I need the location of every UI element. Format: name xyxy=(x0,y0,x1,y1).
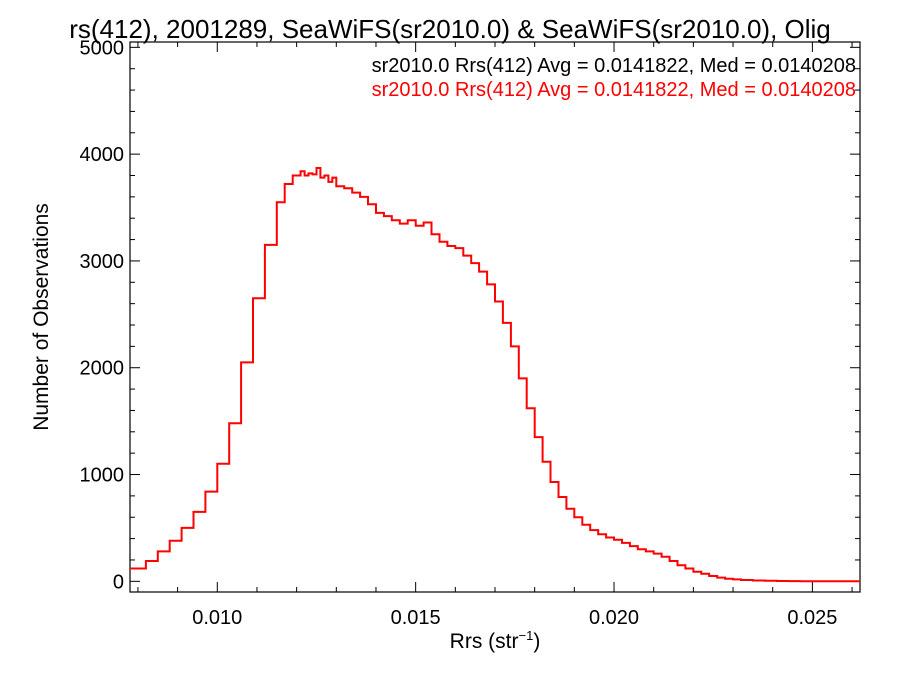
legend-entry-black: sr2010.0 Rrs(412) Avg = 0.0141822, Med =… xyxy=(372,55,856,77)
x-axis-label-main: Rrs (str xyxy=(450,630,519,653)
y-tick-label: 4000 xyxy=(80,144,125,166)
y-tick-label: 5000 xyxy=(80,37,125,59)
y-tick-label: 2000 xyxy=(80,358,125,380)
histogram-series-line xyxy=(130,167,860,583)
plot-frame xyxy=(129,41,861,593)
x-tick-label: 0.015 xyxy=(391,607,441,629)
x-tick-label: 0.025 xyxy=(787,607,837,629)
y-axis-ticks: 0 1000 2000 3000 4000 5000 xyxy=(80,37,860,593)
x-axis-ticks: 0.010 0.015 0.020 0.025 xyxy=(137,42,853,629)
x-axis-label: Rrs (str−1) xyxy=(450,628,541,653)
chart-title: rs(412), 2001289, SeaWiFS(sr2010.0) & Se… xyxy=(69,14,831,44)
x-axis-label-superscript: −1 xyxy=(519,628,534,643)
y-tick-label: 1000 xyxy=(80,465,125,487)
series-layer xyxy=(130,167,860,583)
x-axis-label-tail: ) xyxy=(533,630,540,653)
legend: sr2010.0 Rrs(412) Avg = 0.0141822, Med =… xyxy=(372,55,856,101)
x-tick-label: 0.010 xyxy=(192,607,242,629)
legend-entry-red: sr2010.0 Rrs(412) Avg = 0.0141822, Med =… xyxy=(372,79,856,101)
y-tick-label: 3000 xyxy=(80,251,125,273)
y-axis-label: Number of Observations xyxy=(30,203,53,431)
y-tick-label: 0 xyxy=(113,571,124,593)
x-tick-label: 0.020 xyxy=(589,607,639,629)
